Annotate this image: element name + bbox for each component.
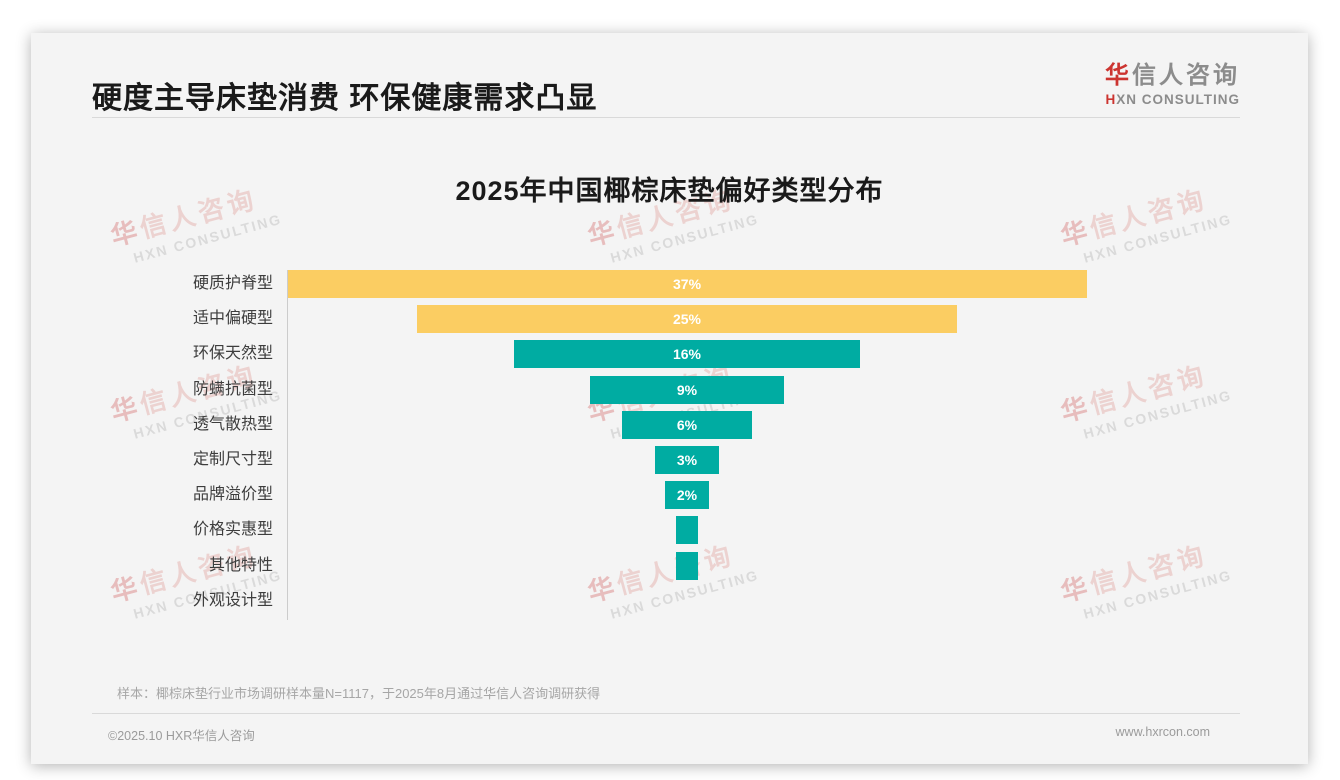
sample-note: 样本：椰棕床垫行业市场调研样本量N=1117，于2025年8月通过华信人咨询调研… — [117, 686, 601, 701]
category-label: 环保天然型 — [192, 345, 273, 363]
website-text: www.hxrcon.com — [1115, 725, 1210, 739]
funnel-plot: 37% 25% 16% 9% 6% 3% 2% — [287, 270, 1098, 638]
category-label: 透气散热型 — [192, 415, 273, 433]
report-slide: 华信人咨询 HXN CONSULTING 华信人咨询 HXN CONSULTING 华信… — [31, 33, 1308, 764]
funnel-bar: 16% — [514, 340, 860, 369]
bar-value-label: 3% — [676, 452, 698, 468]
bar-value-label: 2% — [676, 487, 698, 504]
funnel-bar: 9% — [589, 375, 785, 404]
funnel-bar — [676, 551, 698, 580]
bar-value-label: 25% — [672, 311, 701, 328]
funnel-bar — [676, 516, 698, 545]
header-divider — [92, 117, 1240, 118]
funnel-bar: 6% — [622, 410, 752, 439]
logo-english-text: HXN CONSULTING — [1105, 92, 1240, 107]
bar-value-label: 6% — [676, 416, 698, 433]
y-axis-line — [287, 270, 288, 620]
company-logo: 华信人咨询 HXN CONSULTING — [1105, 55, 1240, 107]
bar-value-label: 37% — [673, 276, 702, 292]
category-axis-labels: 硬质护脊型适中偏硬型环保天然型防螨抗菌型透气散热型定制尺寸型品牌溢价型价格实惠型… — [31, 270, 280, 638]
logo-chinese-text: 华信人咨询 — [1105, 62, 1240, 89]
chart-title: 2025年中国椰棕床垫偏好类型分布 — [455, 176, 884, 206]
copyright-text: ©2025.10 HXR华信人咨询 — [108, 729, 255, 743]
category-label: 其他特性 — [208, 556, 273, 574]
category-label: 外观设计型 — [192, 591, 273, 609]
category-label: 防螨抗菌型 — [192, 380, 273, 398]
funnel-bar: 37% — [287, 270, 1087, 298]
category-label: 价格实惠型 — [192, 521, 273, 539]
category-label: 定制尺寸型 — [192, 451, 273, 468]
page-title: 硬度主导床垫消费 环保健康需求凸显 — [92, 82, 598, 115]
bar-value-label: 16% — [672, 346, 701, 363]
funnel-bar: 2% — [665, 481, 709, 510]
footer-divider — [92, 713, 1240, 714]
category-label: 适中偏硬型 — [192, 310, 273, 328]
category-label: 品牌溢价型 — [192, 486, 273, 504]
funnel-bar: 3% — [654, 446, 720, 474]
category-label: 硬质护脊型 — [192, 275, 273, 292]
bar-value-label: 9% — [676, 381, 698, 398]
funnel-bar: 25% — [417, 305, 957, 334]
